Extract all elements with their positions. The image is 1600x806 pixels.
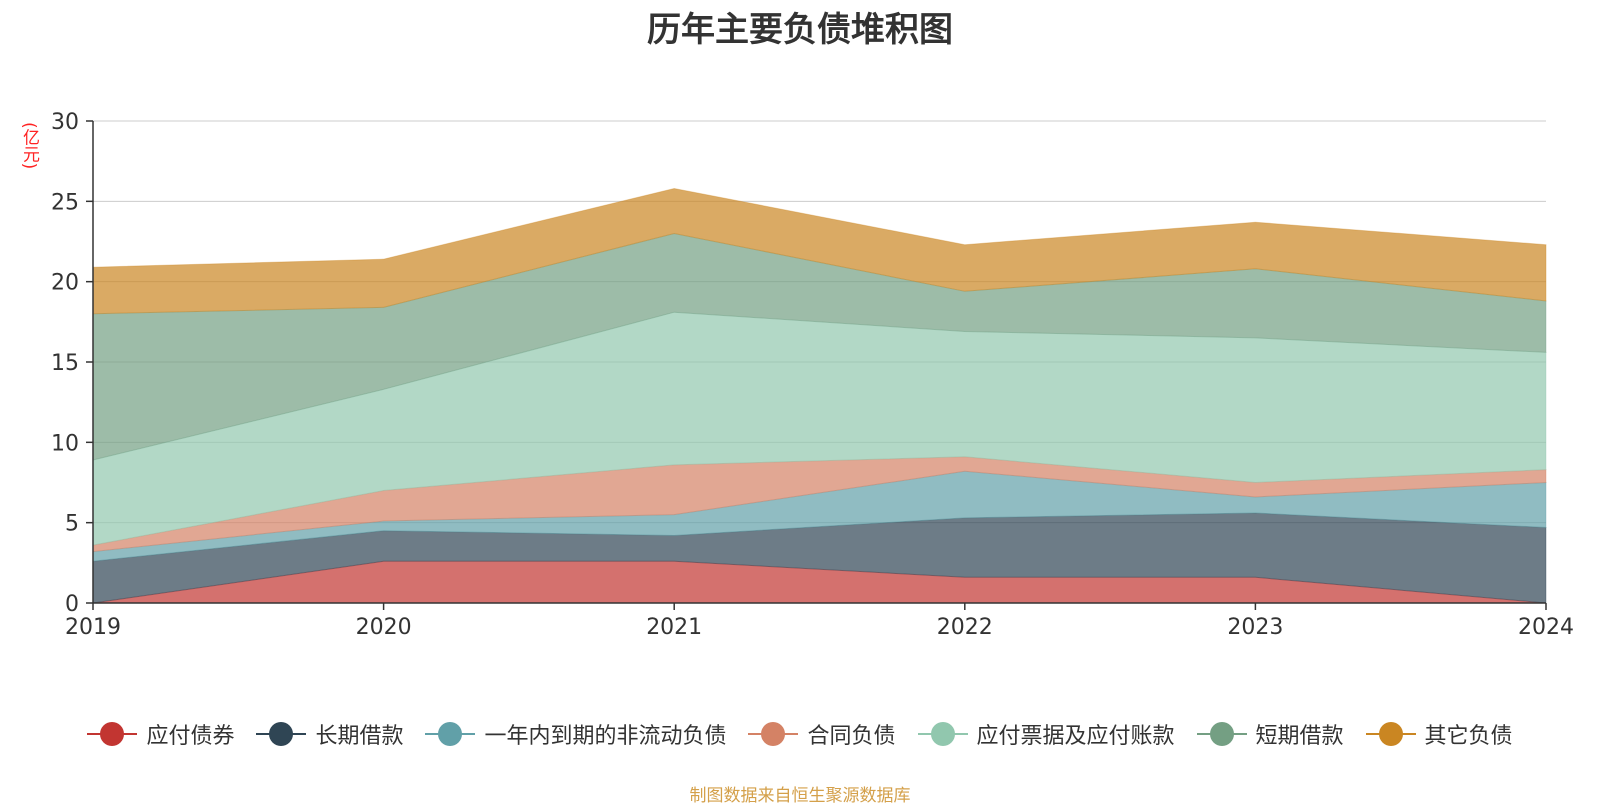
- x-tick-label: 2019: [65, 615, 121, 640]
- area-series-3: [92, 456, 1547, 553]
- x-tick-label: 2020: [356, 615, 412, 640]
- y-tick-label: 10: [51, 431, 79, 456]
- legend-label: 一年内到期的非流动负债: [484, 724, 727, 749]
- y-tick-label: 25: [51, 190, 79, 215]
- legend-label: 长期借款: [315, 724, 404, 749]
- legend-label: 应付票据及应付账款: [976, 724, 1175, 749]
- legend-label: 短期借款: [1255, 724, 1344, 749]
- y-axis-unit-label: (亿元): [19, 122, 39, 170]
- data-source-note: 制图数据来自恒生聚源数据库: [689, 786, 911, 806]
- y-tick-label: 5: [65, 512, 79, 537]
- legend-item-4[interactable]: 应付票据及应付账款: [917, 718, 1175, 750]
- legend-label: 合同负债: [807, 724, 896, 749]
- legend-item-5[interactable]: 短期借款: [1196, 718, 1344, 750]
- x-tick-label: 2021: [646, 615, 702, 640]
- legend-item-0[interactable]: 应付债券: [87, 718, 234, 750]
- legend-swatch: [87, 722, 138, 746]
- legend-item-3[interactable]: 合同负债: [748, 718, 896, 750]
- legend-swatch: [748, 722, 799, 746]
- legend-item-2[interactable]: 一年内到期的非流动负债: [425, 718, 726, 750]
- y-tick-label: 0: [65, 592, 79, 617]
- legend-label: 应付债券: [146, 724, 235, 749]
- x-tick-label: 2024: [1518, 615, 1574, 640]
- x-tick-label: 2023: [1227, 615, 1283, 640]
- y-tick-label: 15: [51, 351, 79, 376]
- legend-swatch: [425, 722, 476, 746]
- legend-label: 其它负债: [1424, 724, 1513, 749]
- y-tick-label: 30: [51, 110, 79, 135]
- x-tick-label: 2022: [937, 615, 993, 640]
- area-series-5: [92, 232, 1547, 461]
- chart-title: 历年主要负债堆积图: [647, 10, 953, 50]
- chart-legend: 应付债券 长期借款 一年内到期的非流动负债 合同负债 应付票据及应付账款 短期借款 其它负债: [0, 718, 1600, 750]
- legend-item-6[interactable]: 其它负债: [1365, 718, 1513, 750]
- y-tick-label: 20: [51, 271, 79, 296]
- legend-item-1[interactable]: 长期借款: [256, 718, 403, 750]
- legend-swatch: [1196, 722, 1247, 746]
- legend-swatch: [917, 722, 968, 746]
- legend-swatch: [256, 722, 307, 746]
- legend-swatch: [1365, 722, 1416, 746]
- area-series-6: [92, 187, 1547, 315]
